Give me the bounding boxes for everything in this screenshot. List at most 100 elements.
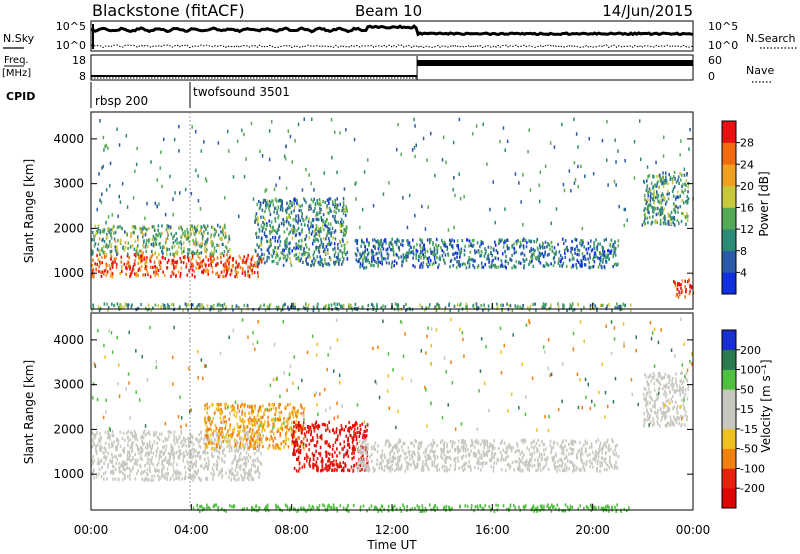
data-cell — [171, 260, 174, 265]
data-cell — [445, 455, 447, 459]
data-cell — [292, 415, 295, 419]
data-cell — [239, 424, 242, 428]
data-cell — [242, 438, 245, 442]
data-cell — [679, 194, 681, 198]
data-cell — [192, 465, 194, 469]
data-cell — [294, 452, 296, 456]
data-cell — [286, 227, 288, 231]
data-cell — [264, 408, 267, 412]
data-cell — [647, 198, 649, 202]
data-cell — [227, 268, 230, 272]
range-tick-label: 4000 — [53, 132, 84, 146]
data-cell — [288, 215, 290, 219]
data-cell — [102, 251, 105, 255]
data-cell — [206, 436, 209, 440]
data-cell — [231, 409, 233, 413]
data-cell — [493, 264, 496, 268]
data-cell — [247, 418, 250, 422]
data-cell — [673, 202, 675, 206]
data-cell — [417, 258, 420, 262]
data-cell — [258, 235, 260, 239]
data-cell — [341, 209, 343, 213]
data-cell — [146, 457, 149, 461]
data-cell — [136, 246, 138, 250]
data-cell — [543, 303, 546, 307]
data-cell — [150, 448, 152, 452]
data-cell — [257, 222, 259, 227]
data-cell — [187, 251, 189, 256]
data-cell — [343, 251, 346, 255]
data-cell — [215, 249, 217, 253]
data-cell — [191, 273, 194, 277]
data-cell — [653, 190, 655, 194]
data-cell — [504, 249, 506, 253]
data-cell — [574, 178, 577, 182]
data-cell — [150, 461, 153, 465]
data-cell — [362, 433, 365, 437]
data-cell — [205, 437, 208, 441]
data-cell — [207, 456, 209, 460]
data-cell — [306, 262, 308, 266]
data-cell — [610, 249, 613, 253]
data-cell — [678, 181, 680, 185]
data-cell — [95, 445, 97, 449]
data-cell — [316, 456, 319, 461]
data-cell — [361, 306, 364, 310]
data-cell — [206, 411, 208, 415]
data-cell — [179, 256, 182, 261]
data-cell — [274, 219, 277, 223]
data-cell — [144, 216, 146, 221]
data-cell — [334, 246, 336, 250]
data-cell — [294, 443, 297, 447]
data-cell — [125, 134, 128, 138]
data-cell — [599, 242, 601, 246]
data-cell — [260, 224, 263, 228]
data-cell — [438, 306, 441, 310]
data-cell — [342, 466, 345, 470]
data-cell — [279, 240, 282, 244]
data-cell — [248, 477, 250, 482]
data-cell — [262, 215, 265, 219]
data-cell — [577, 248, 579, 252]
data-cell — [103, 269, 106, 273]
data-cell — [331, 468, 334, 472]
data-cell — [129, 473, 131, 477]
data-cell — [101, 270, 104, 274]
data-cell — [269, 204, 271, 208]
data-cell — [419, 237, 421, 241]
data-cell — [191, 224, 193, 228]
data-cell — [126, 233, 128, 237]
data-cell — [247, 273, 249, 277]
data-cell — [224, 245, 227, 249]
data-cell — [108, 263, 111, 267]
data-cell — [680, 219, 683, 223]
freq-label: Freq. — [4, 55, 29, 66]
data-cell — [279, 198, 281, 202]
data-cell — [424, 227, 427, 231]
data-cell — [259, 406, 261, 410]
data-cell — [225, 305, 228, 309]
data-cell — [531, 259, 533, 263]
data-cell — [300, 442, 302, 446]
data-cell — [434, 173, 436, 178]
data-cell — [312, 218, 314, 222]
data-cell — [268, 199, 271, 204]
data-cell — [390, 265, 393, 269]
data-cell — [308, 253, 310, 257]
data-cell — [480, 304, 483, 308]
data-cell — [300, 440, 303, 444]
data-cell — [358, 258, 360, 262]
data-cell — [195, 472, 197, 476]
data-cell — [249, 261, 252, 265]
data-cell — [270, 220, 273, 224]
data-cell — [412, 256, 414, 260]
data-cell — [295, 233, 298, 237]
data-cell — [92, 268, 95, 272]
data-cell — [545, 261, 548, 265]
data-cell — [126, 262, 128, 266]
data-cell — [485, 461, 488, 465]
data-cell — [232, 460, 234, 464]
data-cell — [284, 425, 286, 429]
data-cell — [513, 242, 515, 246]
data-cell — [169, 225, 172, 229]
